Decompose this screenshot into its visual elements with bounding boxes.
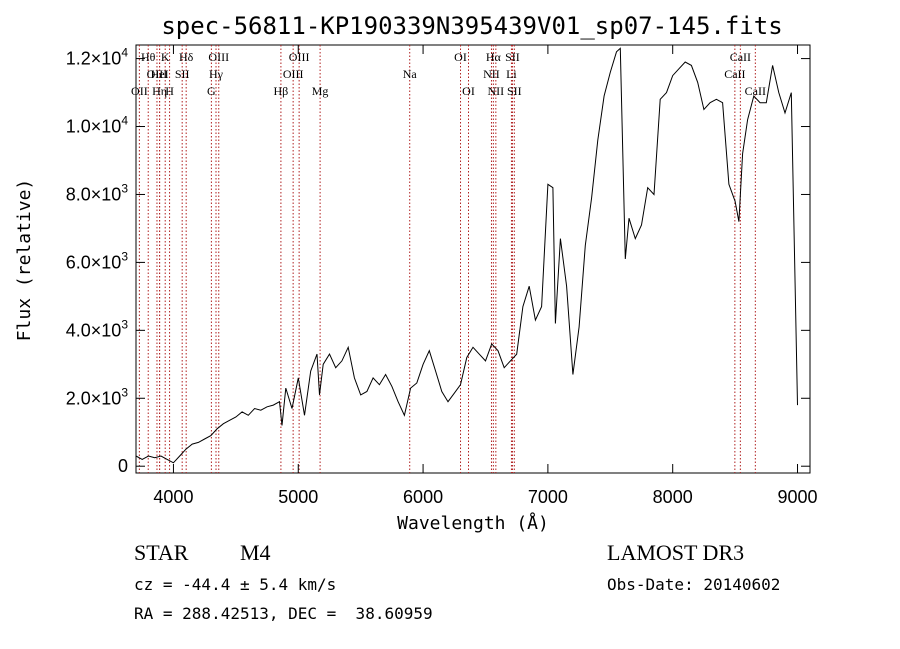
line-label-2: OIII xyxy=(147,67,168,81)
x-axis-ticks: 4000 5000 6000 7000 8000 9000 xyxy=(153,45,818,507)
x-tick-label-0: 4000 xyxy=(153,487,193,507)
line-label-5: K xyxy=(161,50,170,64)
line-label-13: OIII xyxy=(283,67,304,81)
line-label-0: OII xyxy=(131,84,148,98)
spectral-line-labels: OIIHθOIIIHηHeIKHSIIHδGHγOIIIHβOIIIOIIIMg… xyxy=(131,50,766,98)
chart-title: spec-56811-KP190339N395439V01_sp07-145.f… xyxy=(161,12,782,40)
coordinates: RA = 288.42513, DEC = 38.60959 xyxy=(134,604,433,623)
line-label-17: OI xyxy=(454,50,467,64)
line-label-6: H xyxy=(165,84,174,98)
obs-date: Obs-Date: 20140602 xyxy=(607,575,781,594)
line-label-9: G xyxy=(207,84,216,98)
spectral-line-markers xyxy=(138,45,756,473)
line-label-1: Hθ xyxy=(141,50,156,64)
line-label-25: CaII xyxy=(724,67,745,81)
line-label-8: Hδ xyxy=(179,50,194,64)
line-label-12: Hβ xyxy=(274,84,289,98)
x-tick-label-3: 7000 xyxy=(528,487,568,507)
x-axis-label: Wavelength (Å) xyxy=(397,512,549,534)
x-tick-label-5: 9000 xyxy=(777,487,817,507)
line-label-20: Hα xyxy=(486,50,502,64)
survey-name: LAMOST DR3 xyxy=(607,540,745,565)
x-tick-label-2: 6000 xyxy=(403,487,443,507)
line-label-22: Li xyxy=(506,67,517,81)
y-tick-label-5: 1.0×104 xyxy=(66,114,129,137)
object-subclass: M4 xyxy=(240,540,271,565)
line-label-14: OIII xyxy=(289,50,310,64)
line-label-19: NII xyxy=(483,67,500,81)
y-axis-label: Flux (relative) xyxy=(14,179,35,342)
line-label-16: Na xyxy=(403,67,418,81)
redshift-text: cz = -44.4 ± 5.4 km/s xyxy=(134,575,337,594)
line-label-26: CaII xyxy=(730,50,751,64)
line-label-11: OIII xyxy=(208,50,229,64)
line-label-4: HeI xyxy=(151,67,169,81)
y-tick-label-6: 1.2×104 xyxy=(66,46,129,69)
plot-frame xyxy=(135,44,811,474)
line-label-3: Hη xyxy=(152,84,167,98)
line-label-18: OI xyxy=(462,84,475,98)
line-label-10: Hγ xyxy=(209,67,224,81)
line-label-24: SII xyxy=(507,84,522,98)
object-class: STAR xyxy=(134,540,189,565)
spectrum-line xyxy=(135,47,798,464)
y-axis-ticks: 0 2.0×103 4.0×103 6.0×103 8.0×103 1.0×104 1.2×… xyxy=(66,46,810,476)
line-label-23: SII xyxy=(505,50,520,64)
y-tick-label-3: 6.0×103 xyxy=(66,249,129,272)
line-label-7: SII xyxy=(175,67,190,81)
line-label-21: NII xyxy=(488,84,505,98)
y-tick-label-2: 4.0×103 xyxy=(66,317,129,340)
y-tick-label-4: 8.0×103 xyxy=(66,181,129,204)
x-tick-label-4: 8000 xyxy=(653,487,693,507)
y-tick-label-1: 2.0×103 xyxy=(66,385,129,408)
x-tick-label-1: 5000 xyxy=(278,487,318,507)
y-tick-label-0: 0 xyxy=(118,456,128,476)
line-label-15: Mg xyxy=(312,84,329,98)
line-label-27: CaII xyxy=(745,84,766,98)
